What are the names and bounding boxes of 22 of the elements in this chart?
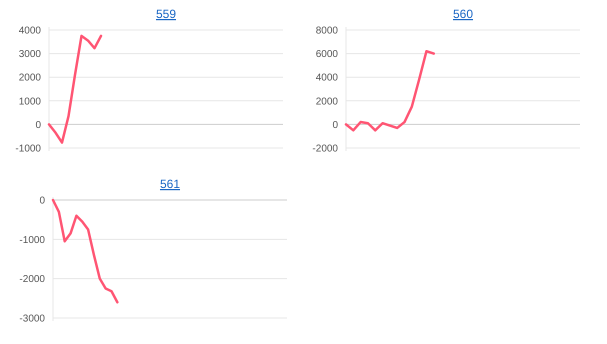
y-tick-label: 3000 xyxy=(18,49,42,60)
chart-title: 559 xyxy=(156,7,176,21)
line-series xyxy=(344,50,435,132)
y-tick-label: 6000 xyxy=(316,49,338,60)
y-tick-label: -3000 xyxy=(19,314,46,324)
y-tick-label: 0 xyxy=(332,120,338,131)
line-series xyxy=(48,34,102,144)
y-tick-label: 0 xyxy=(39,196,46,206)
y-tick-label: -2000 xyxy=(19,274,46,286)
y-tick-label: 2000 xyxy=(316,96,338,108)
line-series xyxy=(52,198,119,304)
chart-title: 560 xyxy=(452,7,474,21)
y-tick-label: 2000 xyxy=(18,72,42,84)
y-tick-label: 4000 xyxy=(316,72,338,84)
y-tick-label: -2000 xyxy=(312,144,338,154)
y-tick-label: -1000 xyxy=(15,144,42,154)
chart-title: 561 xyxy=(160,177,180,191)
y-tick-label: -1000 xyxy=(19,234,46,246)
y-tick-label: 0 xyxy=(35,120,42,131)
y-tick-label: 1000 xyxy=(18,96,42,108)
y-tick-label: 8000 xyxy=(316,26,338,36)
y-tick-label: 4000 xyxy=(18,26,42,36)
